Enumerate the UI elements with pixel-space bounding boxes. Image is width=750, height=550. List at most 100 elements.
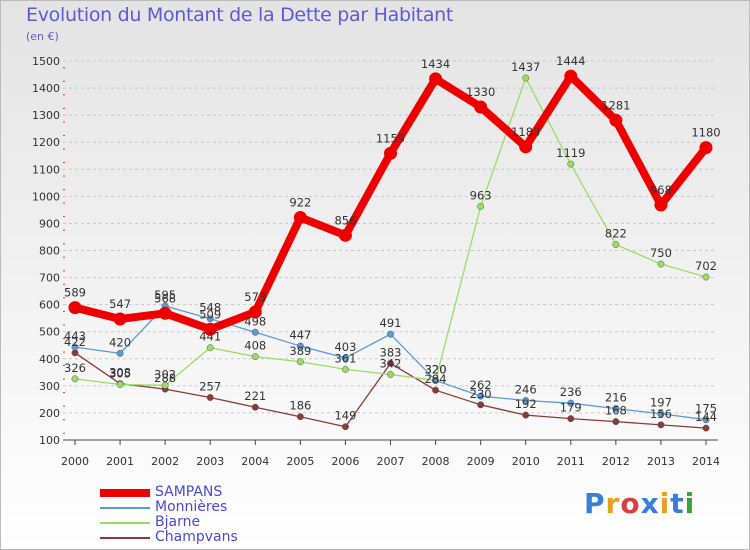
data-label: 149 [334,409,356,423]
x-tick-label: 2005 [286,455,314,468]
logo-letter: P [584,487,606,520]
x-tick-label: 2007 [377,455,405,468]
data-label: 547 [109,297,131,311]
data-label: 257 [199,379,221,393]
y-tick-label: 700 [39,272,60,285]
data-label: 856 [334,213,356,227]
data-point [657,410,665,418]
data-point [702,424,710,432]
y-tick-label: 1500 [32,55,60,68]
y-tick-label: 100 [39,434,60,447]
data-label: 968 [650,183,672,197]
data-point [477,202,485,210]
logo-letter: x [640,487,660,520]
data-label: 441 [199,330,221,344]
data-label: 548 [199,301,221,315]
data-label: 589 [64,286,86,300]
data-point [248,305,262,319]
x-tick-label: 2006 [331,455,359,468]
x-tick-label: 2002 [151,455,179,468]
x-tick-label: 2011 [557,455,585,468]
data-point [609,113,623,127]
data-point [702,416,710,424]
chart-title: Evolution du Montant de la Dette par Hab… [26,4,454,26]
data-point [251,328,259,336]
data-point [387,330,394,338]
data-point [113,312,127,326]
data-label: 320 [425,362,447,376]
data-label: 750 [650,246,672,260]
data-point [384,146,397,160]
data-label: 509 [199,307,221,321]
data-label: 702 [695,259,717,273]
y-tick-label: 900 [39,217,60,230]
x-tick-label: 2004 [241,455,269,468]
data-label: 443 [64,329,86,343]
data-point [522,411,530,419]
data-label: 156 [650,407,672,421]
data-label: 568 [154,291,176,305]
data-point [251,403,259,411]
data-point [654,198,668,212]
data-point [341,423,349,431]
y-tick-label: 1000 [32,190,60,203]
x-tick-label: 2013 [647,455,675,468]
x-tick-label: 2012 [602,455,630,468]
y-tick-label: 400 [39,353,60,366]
data-label: 383 [380,345,402,359]
data-label: 361 [334,351,356,365]
data-point [341,354,349,362]
data-label: 403 [334,340,356,354]
data-label: 221 [244,389,266,403]
data-label: 922 [289,195,311,209]
data-label: 595 [154,288,176,302]
y-tick-label: 800 [39,245,60,258]
y-tick-label: 1300 [32,109,60,122]
data-label: 179 [560,401,582,415]
legend-label: SAMPANS [155,484,223,500]
data-label: 326 [64,361,86,375]
data-point [296,342,304,350]
data-point [567,399,575,407]
data-point [522,397,530,404]
proxiti-logo: Proxiti [584,487,695,520]
data-point [474,100,488,114]
y-tick-label: 1200 [32,136,60,149]
data-label: 197 [650,396,672,410]
data-label: 1330 [466,85,495,99]
y-tick-label: 500 [39,326,60,339]
x-tick-label: 2009 [467,455,495,468]
data-label: 1437 [511,60,540,74]
x-tick-label: 2010 [512,455,540,468]
data-point [293,210,307,224]
y-tick-label: 1400 [32,82,60,95]
data-label: 420 [109,335,131,349]
data-label: 408 [244,339,266,353]
data-point [432,376,440,384]
data-point [477,401,485,409]
data-label: 192 [515,397,537,411]
data-label: 963 [470,188,492,202]
data-label: 175 [695,402,717,416]
data-label: 1183 [511,125,540,139]
data-point [71,343,79,351]
data-point [158,306,172,320]
data-label: 447 [289,328,311,342]
data-label: 246 [515,382,537,396]
data-point [296,358,304,366]
data-label: 236 [560,385,582,399]
y-tick-label: 200 [39,407,60,420]
logo-letter: i [684,487,696,520]
data-label: 262 [470,378,492,392]
data-point [567,160,575,168]
data-point [71,375,79,383]
x-tick-label: 2001 [106,455,134,468]
data-label: 308 [109,366,131,380]
data-label: 389 [289,344,311,358]
data-point [296,413,304,421]
data-point [612,241,620,248]
logo-letter: i [659,487,671,520]
data-point [564,69,578,83]
logo-letter: t [670,487,685,520]
